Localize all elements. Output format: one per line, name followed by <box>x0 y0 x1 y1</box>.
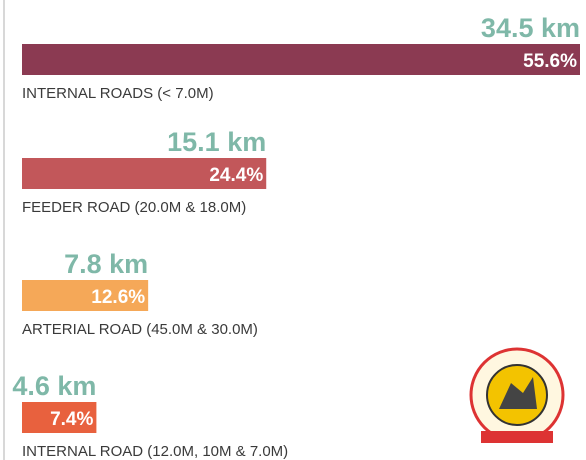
bar <box>22 44 580 75</box>
bar <box>22 402 97 433</box>
share-label: 7.4% <box>50 409 93 430</box>
category-label: ARTERIAL ROAD (45.0M & 30.0M) <box>22 321 258 338</box>
category-label: INTERNAL ROAD (12.0M, 10M & 7.0M) <box>22 443 288 460</box>
share-label: 55.6% <box>523 51 577 72</box>
value-label: 15.1 km <box>167 127 266 157</box>
share-label: 12.6% <box>91 287 145 308</box>
value-label: 7.8 km <box>64 249 148 279</box>
category-label: FEEDER ROAD (20.0M & 18.0M) <box>22 199 246 216</box>
value-label: 4.6 km <box>12 371 96 401</box>
bar <box>22 158 267 189</box>
value-label: 34.5 km <box>481 13 580 43</box>
bar <box>22 280 149 311</box>
category-label: INTERNAL ROADS (< 7.0M) <box>22 85 214 102</box>
logo <box>469 347 565 443</box>
share-label: 24.4% <box>209 165 263 186</box>
